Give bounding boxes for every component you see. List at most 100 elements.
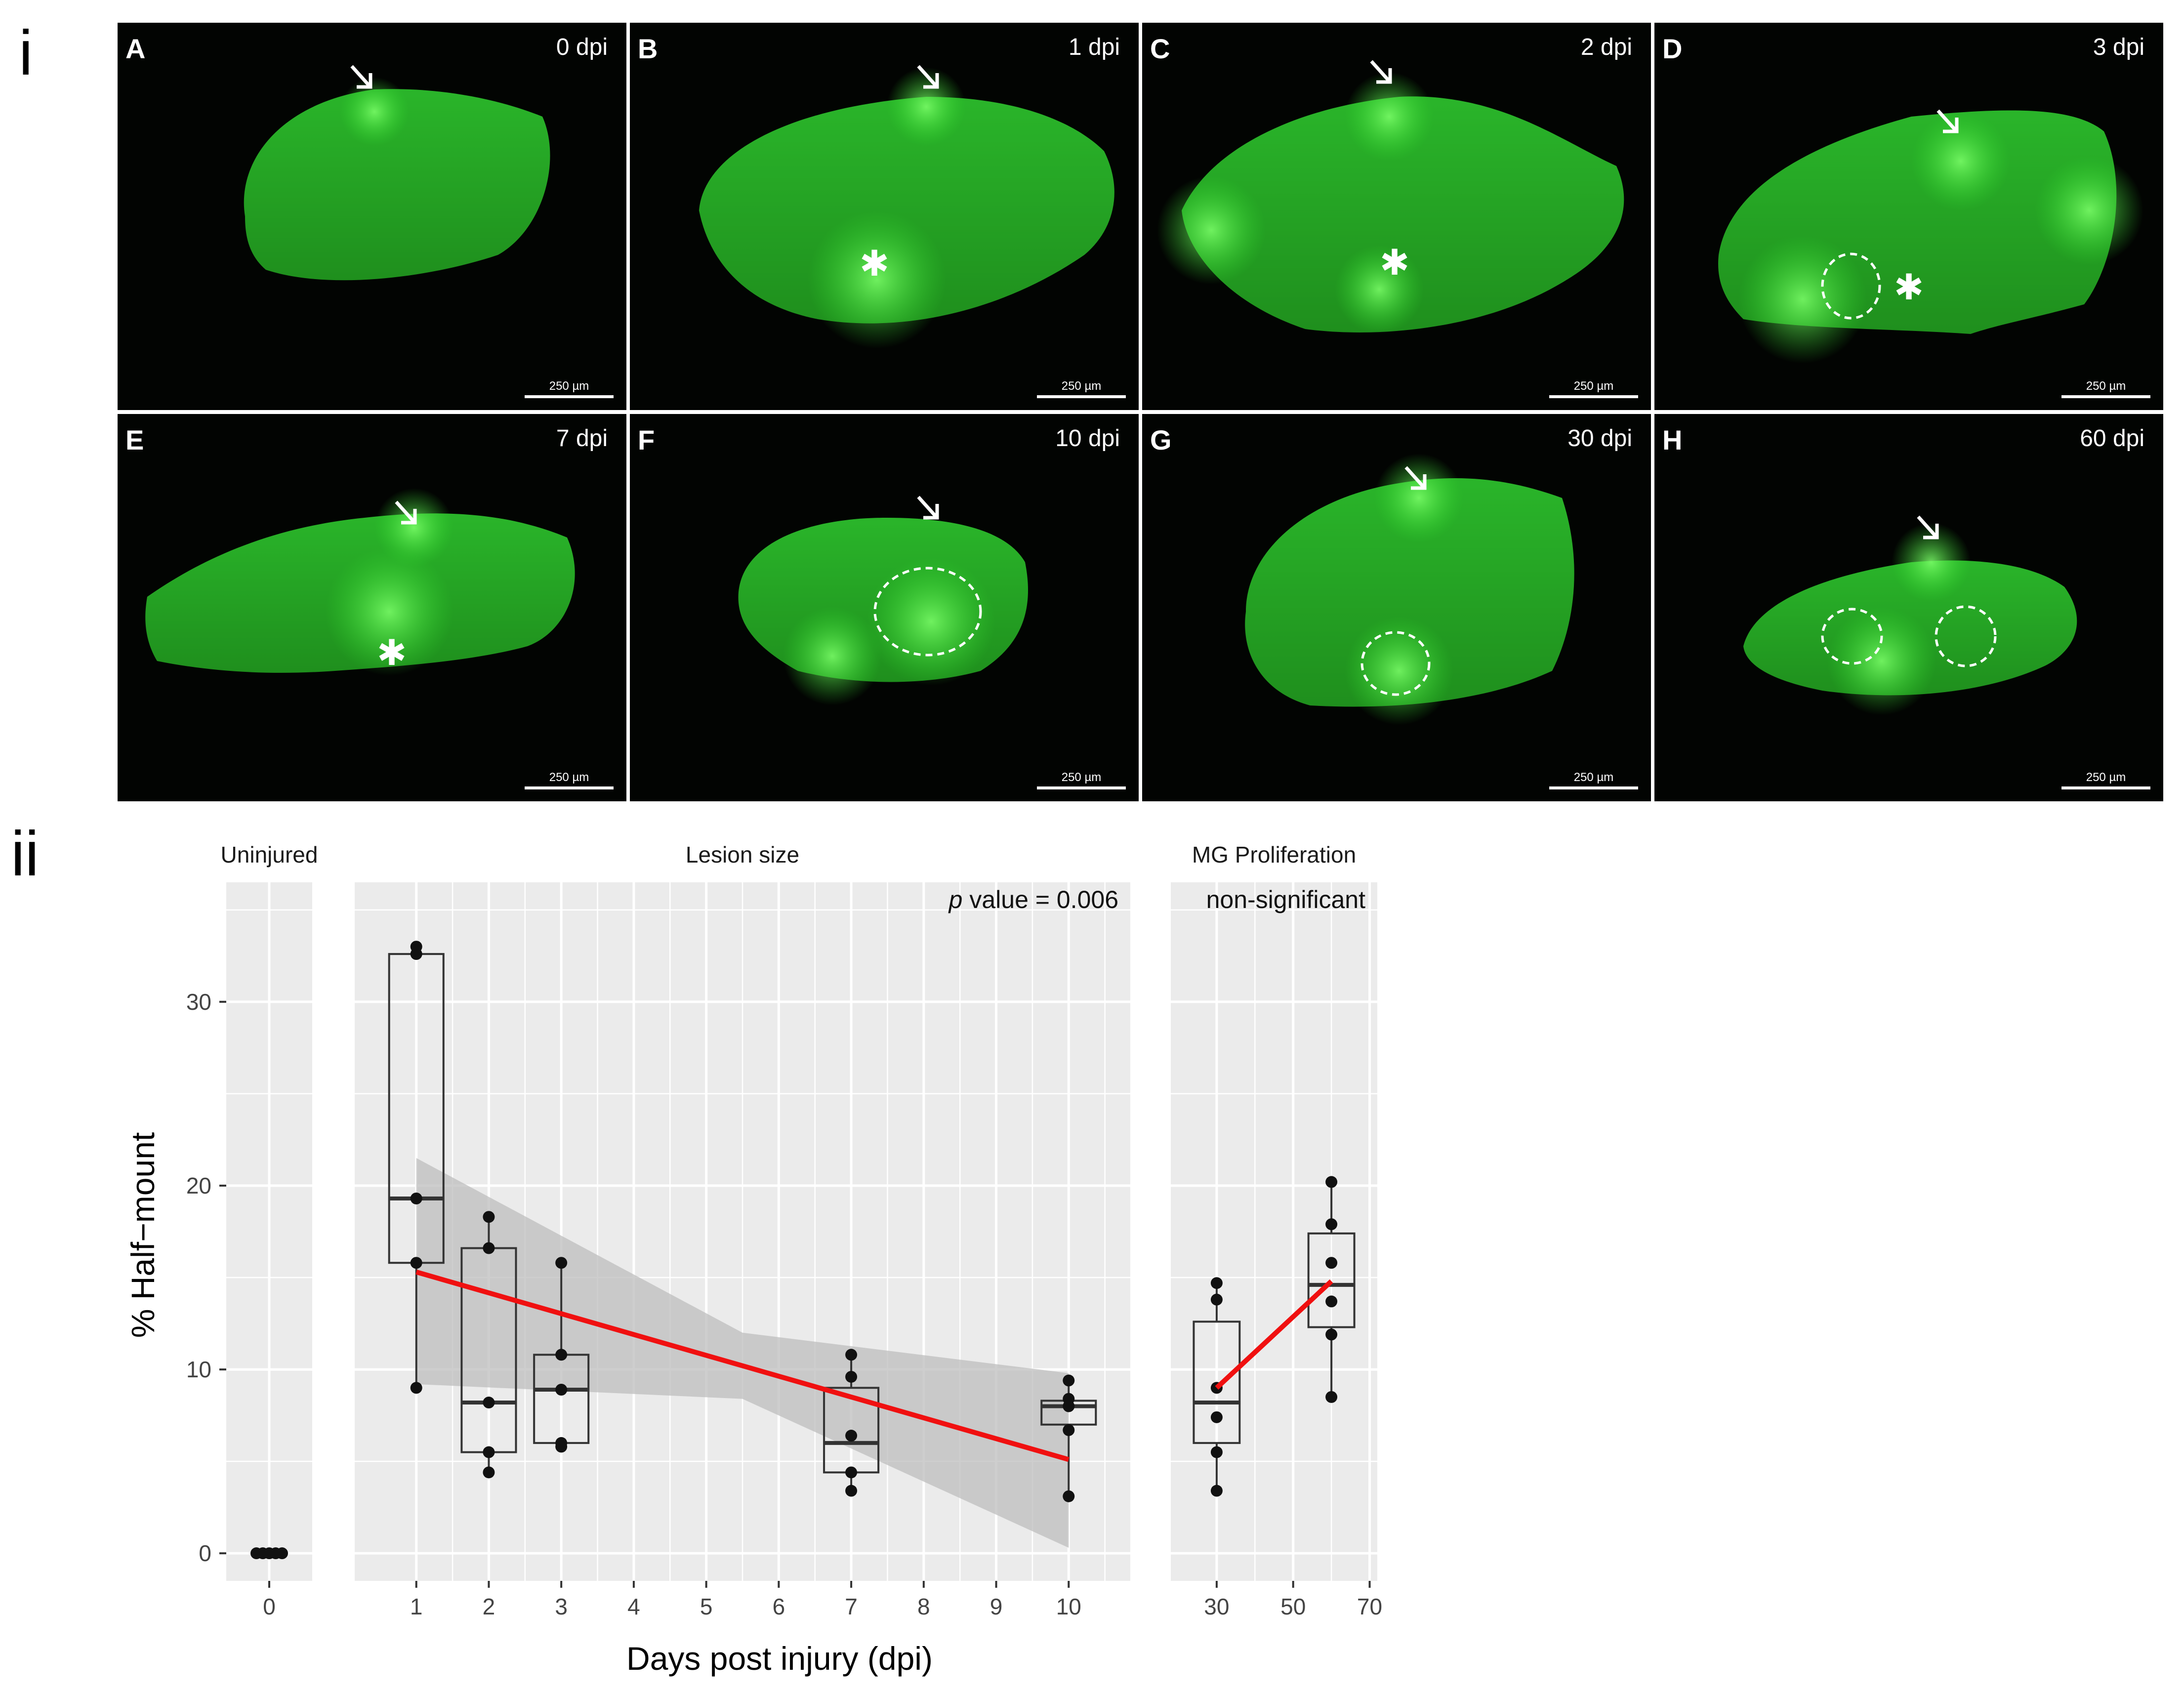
injury-arrow-icon — [917, 65, 939, 89]
scale-bar-line — [1037, 786, 1126, 789]
scale-bar: 250 µm — [1549, 379, 1638, 398]
data-point — [1063, 1374, 1075, 1387]
x-tick-label: 6 — [773, 1594, 785, 1619]
injury-arrow-icon — [1917, 515, 1939, 539]
fluorescence-hotspot — [1374, 454, 1463, 542]
micrograph-image: ✱ — [1718, 109, 2143, 364]
facet-mg-proliferation — [1171, 882, 1377, 1588]
x-tick-label: 3 — [555, 1594, 568, 1619]
injury-arrow-icon — [1370, 60, 1392, 84]
data-point — [1210, 1277, 1223, 1289]
y-tick-label: 0 — [199, 1540, 211, 1566]
y-tick-label: 20 — [186, 1173, 211, 1198]
data-point — [555, 1257, 568, 1269]
proliferation-circle — [1821, 252, 1881, 320]
data-point — [410, 1193, 422, 1205]
micrograph-timepoint: 3 dpi — [2093, 34, 2144, 60]
micrograph-image — [1743, 515, 2077, 715]
y-tick-label: 10 — [186, 1357, 211, 1382]
data-point — [1325, 1176, 1338, 1188]
micrograph-panel-e: ✱ E 7 dpi 250 µm — [118, 414, 626, 801]
data-point — [1325, 1257, 1338, 1269]
x-tick-label: 7 — [845, 1594, 858, 1619]
data-point — [845, 1370, 858, 1383]
micrograph-letter: B — [638, 33, 658, 64]
micrograph-letter: H — [1662, 424, 1683, 455]
injury-arrow-icon — [1937, 109, 1959, 133]
asterisk-marker-icon: ✱ — [1380, 242, 1409, 283]
scale-bar-line — [1549, 395, 1638, 398]
micrograph-image: ✱ — [145, 488, 575, 676]
asterisk-marker-icon: ✱ — [860, 243, 889, 284]
data-point — [1063, 1490, 1075, 1502]
fluorescence-hotspot — [1335, 245, 1424, 334]
micrograph-timepoint: 10 dpi — [1055, 425, 1120, 452]
asterisk-marker-icon: ✱ — [377, 632, 407, 673]
facet-title: Uninjured — [221, 842, 318, 867]
data-point — [483, 1466, 495, 1479]
data-point — [1063, 1424, 1075, 1436]
data-point — [555, 1349, 568, 1361]
scale-bar-label: 250 µm — [1061, 771, 1102, 784]
y-axis-title: % Half−mount — [124, 1132, 161, 1338]
micrograph-panel-g: G 30 dpi 250 µm — [1142, 414, 1651, 801]
x-tick-label: 30 — [1204, 1594, 1229, 1619]
facet-uninjured — [226, 882, 312, 1588]
x-tick-label: 50 — [1280, 1594, 1306, 1619]
fluorescence-hotspot — [1345, 72, 1434, 161]
micrograph-panel-b: ✱ B 1 dpi 250 µm — [630, 23, 1139, 410]
fluorescence-hotspot — [867, 557, 995, 686]
micrograph-panel-d: ✱ D 3 dpi 250 µm — [1654, 23, 2163, 410]
micrograph-timepoint: 2 dpi — [1580, 34, 1632, 60]
proliferation-circle — [1360, 631, 1431, 696]
x-tick-label: 8 — [917, 1594, 930, 1619]
micrograph-image: ✱ — [1157, 60, 1624, 334]
scale-bar: 250 µm — [1549, 771, 1638, 789]
fluorescence-hotspot — [374, 488, 453, 567]
data-point — [483, 1397, 495, 1409]
data-point — [1210, 1446, 1223, 1458]
part-i-label: i — [19, 18, 33, 88]
scale-bar-label: 250 µm — [1573, 771, 1614, 784]
x-tick-label: 0 — [263, 1594, 276, 1619]
data-point — [555, 1384, 568, 1396]
scale-bar: 250 µm — [1037, 379, 1126, 398]
regression-line — [415, 1270, 1070, 1462]
x-tick-label: 9 — [990, 1594, 1003, 1619]
data-point — [483, 1242, 495, 1254]
x-axis-title: Days post injury (dpi) — [626, 1640, 933, 1677]
micrograph-letter: D — [1662, 33, 1683, 64]
data-point — [845, 1466, 858, 1479]
x-tick-label: 1 — [410, 1594, 423, 1619]
retina-tissue — [244, 89, 550, 281]
micrograph-timepoint: 0 dpi — [556, 34, 608, 60]
scale-bar-label: 250 µm — [1573, 379, 1614, 393]
fluorescence-hotspot — [1738, 235, 1867, 364]
scale-bar-line — [1037, 395, 1126, 398]
micrograph-letter: G — [1150, 424, 1172, 455]
scale-bar-line — [525, 395, 614, 398]
fluorescence-hotspot — [1157, 176, 1266, 285]
scale-bar: 250 µm — [1037, 771, 1126, 789]
scale-bar-line — [1549, 786, 1638, 789]
data-point — [1210, 1293, 1223, 1306]
fluorescence-hotspot — [325, 547, 453, 676]
facet-title: Lesion size — [686, 842, 799, 867]
micrograph-timepoint: 60 dpi — [2080, 425, 2144, 452]
fluorescence-hotspot — [1892, 523, 1971, 602]
fluorescence-hotspot — [783, 607, 882, 705]
fluorescence-hotspot — [1827, 607, 1936, 715]
facet-panel-background — [1171, 882, 1377, 1581]
asterisk-marker-icon: ✱ — [1894, 266, 1924, 308]
proliferation-circle — [873, 567, 982, 657]
scale-bar-label: 250 µm — [1061, 379, 1102, 393]
data-point — [1210, 1411, 1223, 1423]
data-point — [276, 1547, 288, 1560]
proliferation-circle — [1821, 608, 1883, 665]
data-point — [1325, 1391, 1338, 1403]
micrograph-grid: A 0 dpi 250 µm ✱ B 1 dpi 250 µm ✱ C 2 dpi 250 µm ✱ D… — [118, 23, 2167, 801]
micrograph-panel-f: F 10 dpi 250 µm — [630, 414, 1139, 801]
micrograph-panel-h: H 60 dpi 250 µm — [1654, 414, 2163, 801]
x-tick-label: 10 — [1056, 1594, 1081, 1619]
y-tick-label: 30 — [186, 989, 211, 1015]
